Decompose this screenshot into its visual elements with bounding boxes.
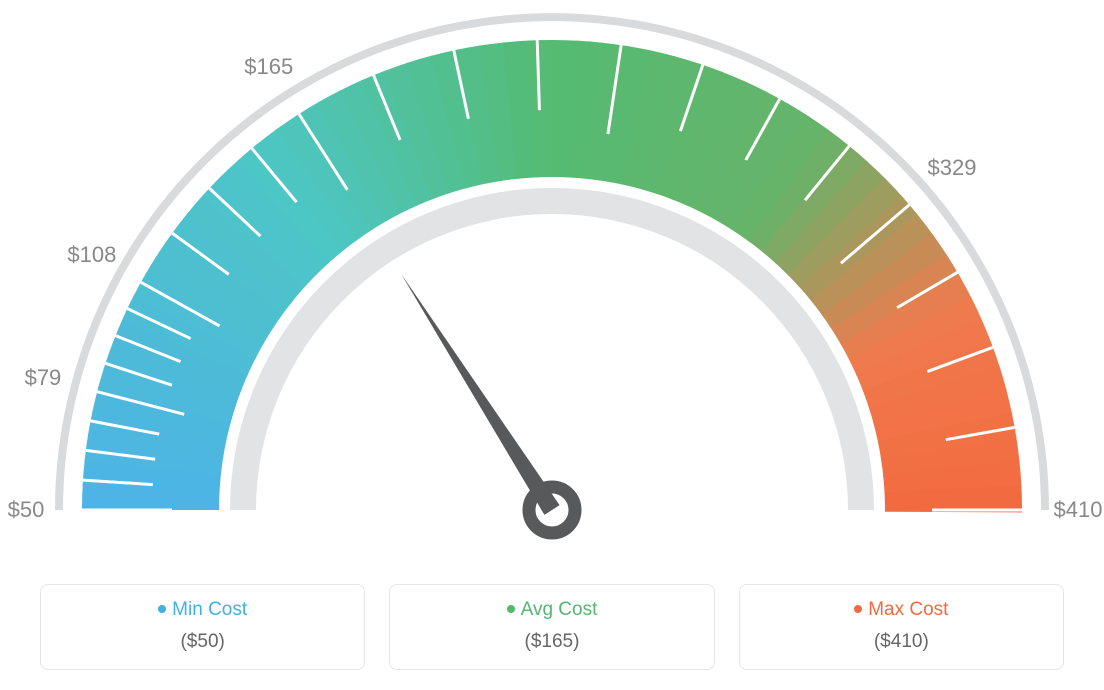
gauge-tick-label: $108 — [67, 242, 116, 268]
legend-label-text: Min Cost — [172, 599, 247, 620]
gauge-chart: $50 $79 $108 $165 $247 $329 $410 — [0, 0, 1104, 560]
legend-value: ($50) — [41, 631, 364, 653]
gauge-tick-label: $165 — [244, 54, 293, 80]
gauge-tick-label: $50 — [8, 497, 45, 523]
legend-dot-icon — [158, 605, 166, 613]
gauge-tick-label: $329 — [927, 155, 976, 181]
legend-card-min: Min Cost ($50) — [40, 584, 365, 670]
legend-label-text: Avg Cost — [521, 599, 598, 620]
legend-label: Min Cost — [41, 599, 364, 621]
legend-dot-icon — [507, 605, 515, 613]
legend-label-text: Max Cost — [868, 599, 948, 620]
gauge-tick-label: $410 — [1054, 497, 1103, 523]
legend-card-avg: Avg Cost ($165) — [389, 584, 714, 670]
legend-dot-icon — [854, 605, 862, 613]
legend-row: Min Cost ($50) Avg Cost ($165) Max Cost … — [40, 584, 1064, 670]
gauge-tick-label: $79 — [25, 365, 62, 391]
legend-label: Avg Cost — [390, 599, 713, 621]
legend-card-max: Max Cost ($410) — [739, 584, 1064, 670]
gauge-tick-label: $247 — [605, 0, 654, 3]
gauge-svg — [0, 0, 1104, 560]
legend-label: Max Cost — [740, 599, 1063, 621]
legend-value: ($165) — [390, 631, 713, 653]
cost-gauge-infographic: $50 $79 $108 $165 $247 $329 $410 Min Cost ($50… — [0, 0, 1104, 690]
legend-value: ($410) — [740, 631, 1063, 653]
